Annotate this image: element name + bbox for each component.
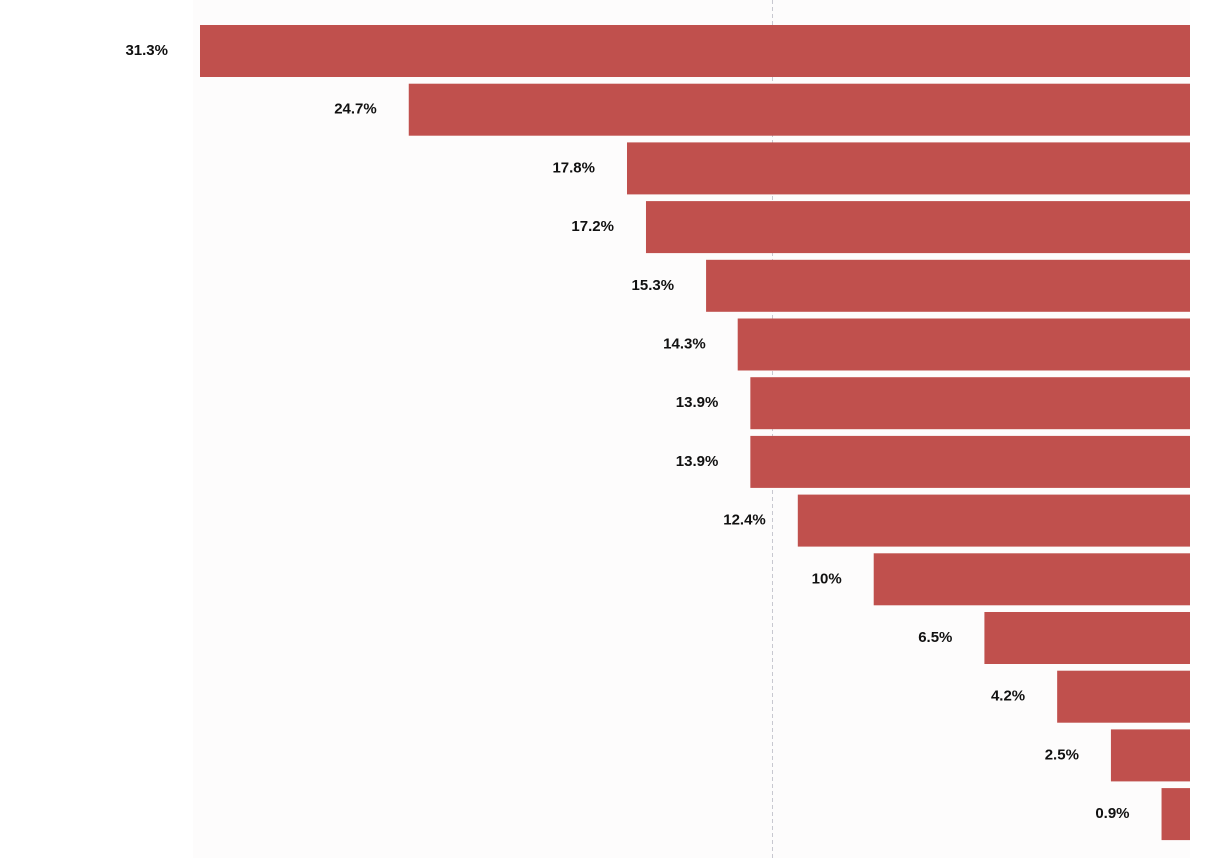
bar [1161, 788, 1190, 841]
bar [984, 612, 1190, 664]
data-label: 13.9% [676, 453, 719, 470]
bar [750, 435, 1190, 488]
bar [626, 142, 1190, 195]
data-label: 17.2% [571, 218, 614, 235]
bar [1057, 670, 1190, 723]
bar [737, 318, 1190, 371]
bar [645, 201, 1190, 254]
data-label: 31.3% [125, 42, 168, 59]
data-label: 4.2% [991, 688, 1025, 705]
data-label: 14.3% [663, 335, 706, 352]
bar [1110, 729, 1190, 782]
data-label: 24.7% [334, 101, 377, 118]
data-label: 13.9% [676, 394, 719, 411]
bar [408, 83, 1190, 136]
bar [706, 259, 1190, 312]
data-label: 15.3% [632, 277, 675, 294]
bar [797, 494, 1190, 547]
bar [750, 377, 1190, 430]
bar [873, 553, 1190, 606]
bar [200, 25, 1190, 77]
data-label: 10% [812, 570, 842, 587]
data-label: 0.9% [1095, 805, 1129, 822]
data-label: 12.4% [723, 512, 766, 529]
data-label: 2.5% [1045, 746, 1079, 763]
data-label: 6.5% [918, 629, 952, 646]
data-label: 17.8% [552, 159, 595, 176]
